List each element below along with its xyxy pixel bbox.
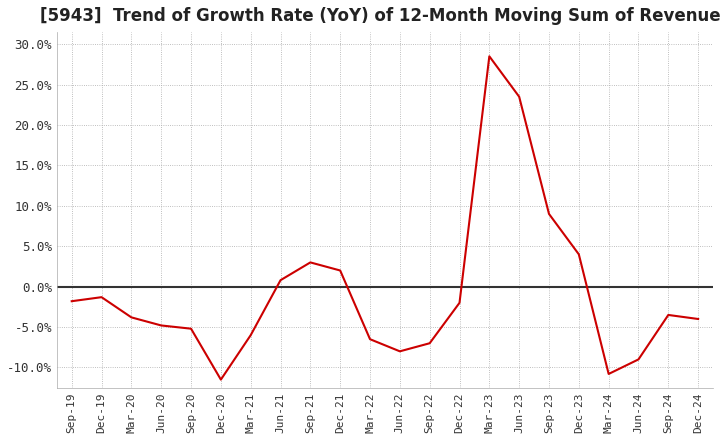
- Title: [5943]  Trend of Growth Rate (YoY) of 12-Month Moving Sum of Revenues: [5943] Trend of Growth Rate (YoY) of 12-…: [40, 7, 720, 25]
